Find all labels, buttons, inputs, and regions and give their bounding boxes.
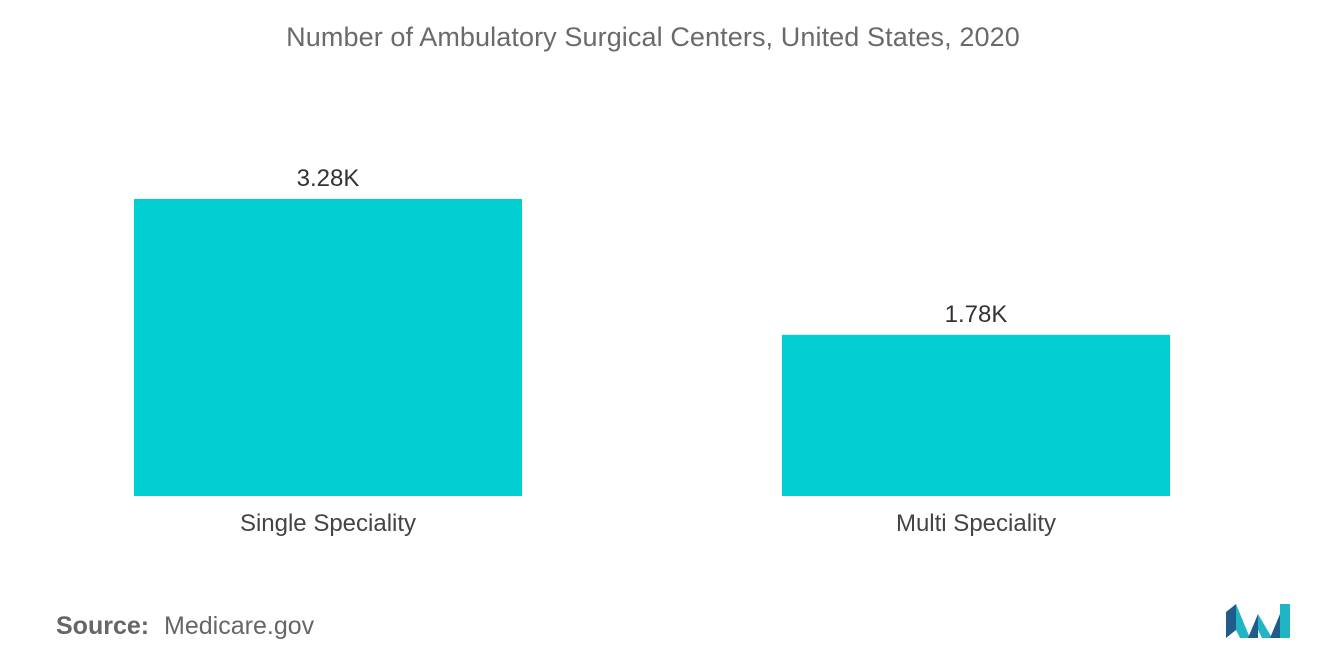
bar-value-label-0: 3.28K (297, 165, 360, 192)
bar-chart: 3.28K 1.78K Single Speciality Multi Specia… (134, 165, 1170, 537)
source-note: Source: Medicare.gov (56, 612, 314, 641)
value-labels-group: 3.28K 1.78K (297, 165, 1008, 328)
chart-title: Number of Ambulatory Surgical Centers, U… (286, 22, 1020, 52)
category-label-1: Multi Speciality (896, 510, 1056, 537)
source-label: Source: (56, 612, 150, 640)
bars-group (134, 198, 1170, 496)
category-labels-group: Single Speciality Multi Speciality (240, 510, 1056, 537)
source-value: Medicare.gov (164, 612, 315, 640)
bar-1 (782, 334, 1170, 496)
mordor-logo-icon (1226, 604, 1290, 638)
category-label-0: Single Speciality (240, 510, 416, 537)
bar-value-label-1: 1.78K (945, 301, 1008, 328)
bar-0 (134, 198, 522, 496)
